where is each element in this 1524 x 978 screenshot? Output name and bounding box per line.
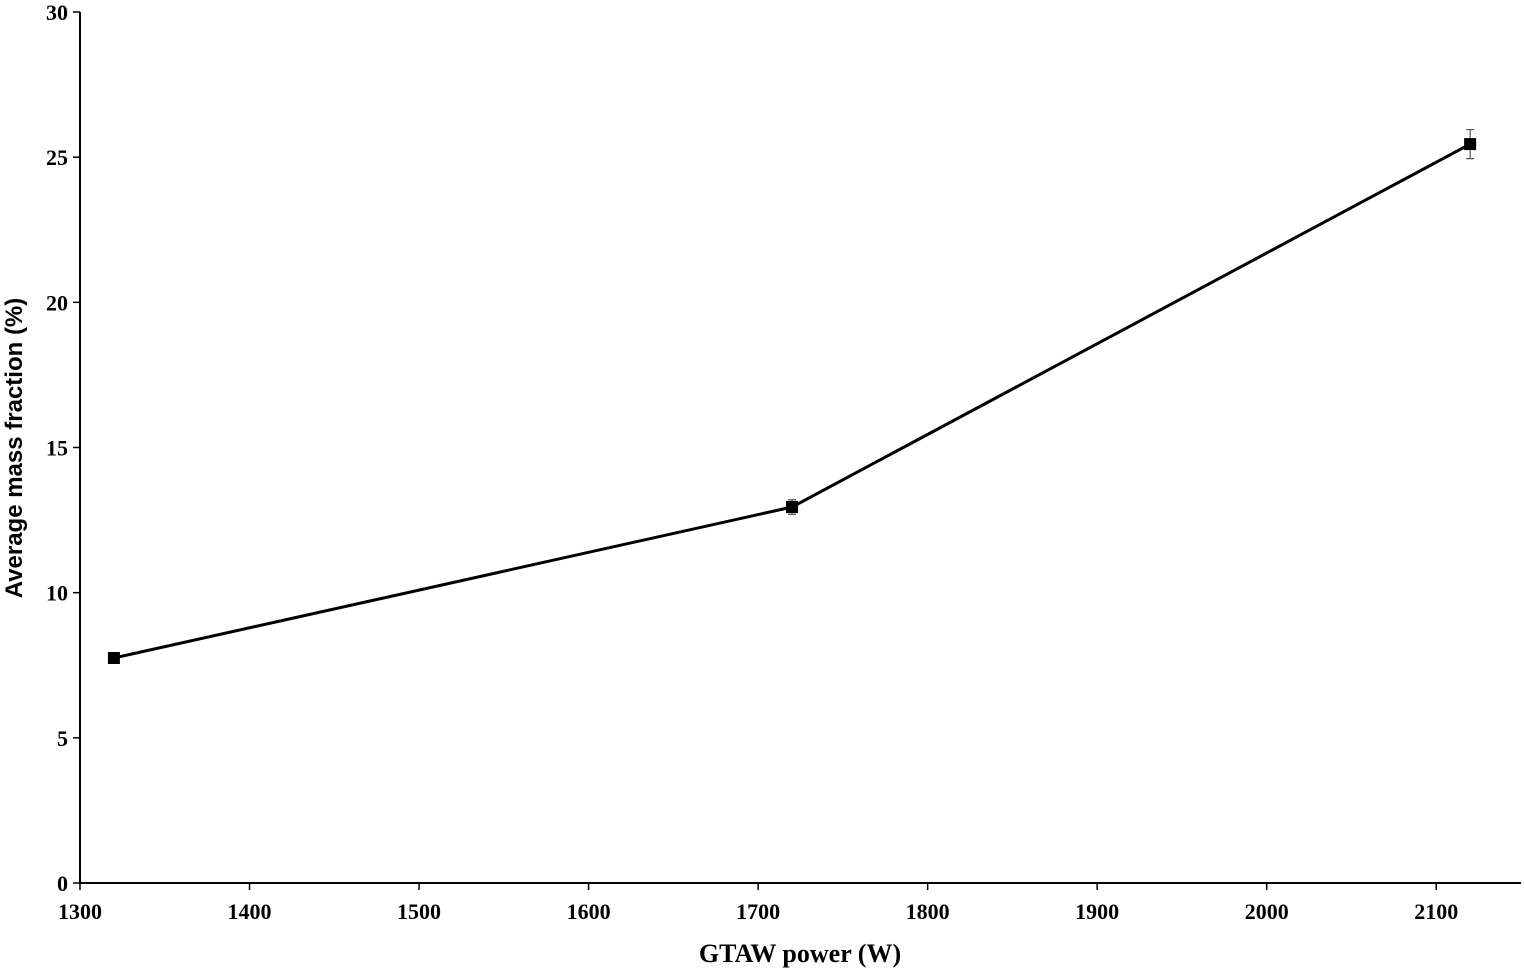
y-axis-label: Average mass fraction (%) [1, 298, 28, 599]
marker [786, 501, 799, 514]
x-tick-label: 1300 [58, 899, 102, 924]
marker [1464, 138, 1477, 151]
y-tick-label: 15 [46, 436, 68, 461]
y-tick-label: 25 [46, 145, 68, 170]
y-tick-label: 10 [46, 581, 68, 606]
x-tick-label: 2000 [1245, 899, 1289, 924]
x-tick-label: 1400 [228, 899, 272, 924]
x-axis-label: GTAW power (W) [699, 939, 901, 968]
series-line [113, 142, 1471, 660]
x-tick-label: 1600 [567, 899, 611, 924]
x-tick-label: 2100 [1414, 899, 1458, 924]
x-tick-label: 1800 [906, 899, 950, 924]
marker [107, 651, 120, 664]
y-tick-label: 5 [57, 726, 68, 751]
y-tick-label: 20 [46, 290, 68, 315]
y-tick-label: 30 [46, 0, 68, 25]
x-tick-label: 1900 [1075, 899, 1119, 924]
x-tick-label: 1700 [736, 899, 780, 924]
x-tick-label: 1500 [397, 899, 441, 924]
y-tick-label: 0 [57, 871, 68, 896]
